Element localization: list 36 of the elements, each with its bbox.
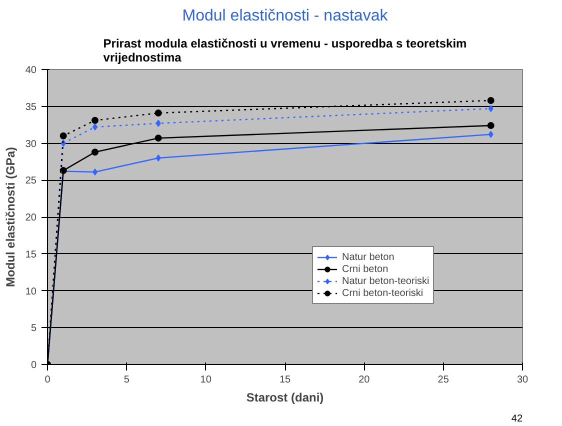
- x-tick-label: 5: [124, 374, 130, 386]
- y-tick-label: 5: [30, 323, 37, 334]
- legend-label: Crni beton: [342, 263, 388, 275]
- y-tick-label: 20: [25, 212, 37, 224]
- x-tick-label: 20: [358, 374, 370, 386]
- point: [154, 134, 162, 142]
- x-tick-label: 15: [279, 374, 291, 386]
- y-tick-label: 40: [25, 65, 37, 76]
- y-tick-label: 10: [25, 286, 37, 298]
- y-tick-label: 25: [25, 176, 37, 187]
- chart-subtitle: Prirast modula elastičnosti u vremenu - usporedba s teoretskim vrijednostima: [103, 36, 467, 64]
- legend-label: Natur beton-teoriski: [342, 275, 430, 287]
- point: [92, 148, 98, 156]
- x-axis-title: Starost (dani): [246, 390, 324, 404]
- point: [92, 116, 98, 124]
- y-axis-title: Modul elastičnosti (GPa): [3, 146, 18, 288]
- x-tick-label: 25: [438, 374, 450, 386]
- legend-label: Natur beton: [342, 251, 394, 263]
- point: [60, 132, 67, 140]
- y-tick-label: 30: [25, 138, 37, 150]
- point: [154, 110, 162, 117]
- point: [488, 105, 494, 112]
- x-tick-label: 10: [200, 374, 212, 386]
- y-tick-label: 15: [25, 249, 37, 260]
- point: [488, 130, 494, 138]
- point: [487, 122, 494, 130]
- x-tick-label: 30: [516, 374, 528, 386]
- chart-title: Modul elastičnosti - nastavak: [182, 8, 389, 24]
- y-tick-label: 0: [30, 360, 37, 371]
- point: [487, 96, 494, 104]
- point: [156, 120, 161, 127]
- y-tick-label: 35: [25, 102, 37, 113]
- x-tick-label: 0: [44, 374, 51, 386]
- point: [156, 154, 161, 162]
- text: 42: [511, 414, 523, 424]
- legend-label: Crni beton-teoriski: [342, 287, 424, 299]
